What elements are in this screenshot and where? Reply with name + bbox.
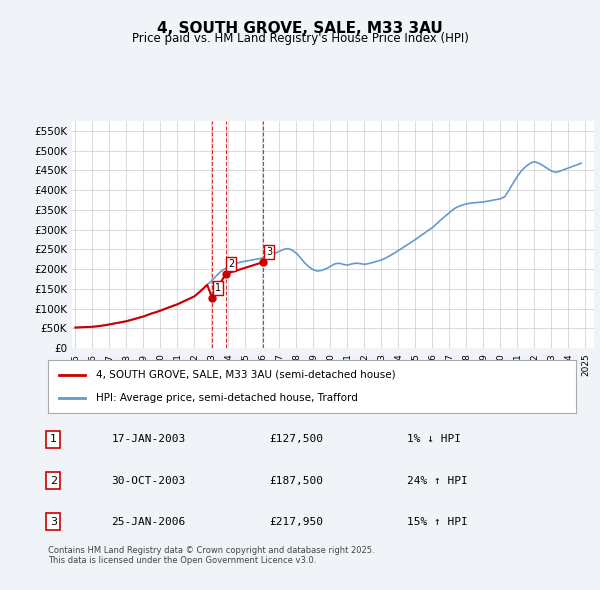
- Text: 25-JAN-2006: 25-JAN-2006: [112, 517, 185, 527]
- Text: 17-JAN-2003: 17-JAN-2003: [112, 434, 185, 444]
- Text: 24% ↑ HPI: 24% ↑ HPI: [407, 476, 468, 486]
- Text: 1: 1: [50, 434, 57, 444]
- Text: £187,500: £187,500: [270, 476, 324, 486]
- Text: 3: 3: [266, 247, 272, 257]
- Text: £217,950: £217,950: [270, 517, 324, 527]
- Text: £127,500: £127,500: [270, 434, 324, 444]
- Text: 3: 3: [50, 517, 57, 527]
- Text: Contains HM Land Registry data © Crown copyright and database right 2025.
This d: Contains HM Land Registry data © Crown c…: [48, 546, 374, 565]
- Text: 1: 1: [215, 283, 221, 293]
- Text: 4, SOUTH GROVE, SALE, M33 3AU: 4, SOUTH GROVE, SALE, M33 3AU: [157, 21, 443, 35]
- Text: 2: 2: [50, 476, 57, 486]
- Text: 2: 2: [228, 259, 235, 269]
- Text: Price paid vs. HM Land Registry's House Price Index (HPI): Price paid vs. HM Land Registry's House …: [131, 32, 469, 45]
- Text: HPI: Average price, semi-detached house, Trafford: HPI: Average price, semi-detached house,…: [95, 393, 358, 403]
- Text: 4, SOUTH GROVE, SALE, M33 3AU (semi-detached house): 4, SOUTH GROVE, SALE, M33 3AU (semi-deta…: [95, 370, 395, 380]
- Text: 30-OCT-2003: 30-OCT-2003: [112, 476, 185, 486]
- Text: 15% ↑ HPI: 15% ↑ HPI: [407, 517, 468, 527]
- Text: 1% ↓ HPI: 1% ↓ HPI: [407, 434, 461, 444]
